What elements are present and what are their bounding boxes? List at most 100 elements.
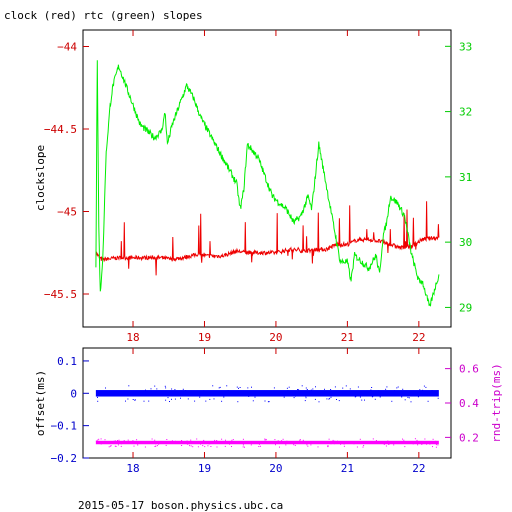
roundtrip-point: [286, 440, 288, 442]
roundtrip-point: [372, 438, 374, 440]
offset-point: [97, 400, 99, 402]
roundtrip-point: [179, 441, 181, 442]
offset-point: [297, 389, 299, 390]
roundtrip-point: [127, 439, 129, 441]
roundtrip-point: [120, 443, 122, 445]
roundtrip-point: [359, 438, 361, 440]
roundtrip-point: [385, 445, 387, 447]
offset-point: [385, 388, 387, 390]
footer-text: 2015-05-17 boson.physics.ubc.ca: [78, 499, 283, 512]
roundtrip-point: [186, 440, 188, 442]
offset-point: [349, 388, 351, 390]
offset-point: [143, 400, 145, 402]
roundtrip-point: [363, 445, 365, 447]
roundtrip-point: [229, 443, 231, 445]
offset-point: [314, 398, 316, 400]
roundtrip-point: [197, 446, 199, 448]
offset-point: [289, 394, 291, 396]
offset-point: [346, 393, 348, 395]
roundtrip-point: [188, 443, 190, 445]
offset-point: [185, 390, 187, 391]
offset-point: [205, 400, 207, 402]
offset-point: [407, 396, 409, 398]
roundtrip-point: [244, 446, 245, 448]
roundtrip-point: [264, 438, 266, 440]
offset-point: [338, 400, 340, 402]
roundtrip-point: [334, 440, 336, 442]
offset-point: [386, 395, 388, 397]
roundtrip-point: [375, 440, 377, 441]
roundtrip-point: [292, 441, 294, 443]
roundtrip-point: [132, 440, 134, 442]
roundtrip-point: [104, 439, 106, 441]
offset-point: [134, 399, 136, 401]
offset-point: [391, 400, 393, 402]
roundtrip-point: [271, 442, 272, 444]
roundtrip-point: [155, 445, 157, 447]
roundtrip-point: [327, 446, 329, 448]
roundtrip-point: [246, 441, 248, 443]
offset-point: [199, 392, 201, 394]
offset-point: [171, 398, 172, 400]
roundtrip-band: [95, 440, 439, 445]
roundtrip-point: [312, 441, 313, 443]
roundtrip-point: [113, 440, 115, 442]
roundtrip-point: [133, 445, 135, 447]
offset-point: [227, 390, 229, 392]
y-tick-right-label: 0.4: [459, 397, 479, 410]
offset-point: [212, 385, 214, 387]
offset-point: [228, 390, 230, 392]
roundtrip-point: [403, 439, 405, 441]
x-tick-label: 22: [412, 462, 425, 475]
roundtrip-point: [190, 439, 192, 441]
offset-point: [237, 401, 239, 403]
y-tick-label: −0.1: [51, 420, 78, 433]
offset-point: [294, 392, 296, 394]
roundtrip-point: [123, 440, 125, 442]
roundtrip-point: [158, 443, 160, 445]
roundtrip-point: [343, 443, 345, 445]
offset-point: [226, 385, 228, 387]
roundtrip-point: [243, 441, 245, 443]
offset-point: [345, 385, 347, 387]
offset-point: [306, 389, 308, 390]
offset-point: [298, 389, 300, 391]
offset-point: [158, 390, 160, 392]
offset-point: [322, 394, 324, 395]
roundtrip-point: [258, 446, 260, 447]
roundtrip-point: [136, 439, 138, 441]
roundtrip-point: [404, 446, 406, 448]
roundtrip-point: [254, 441, 256, 442]
roundtrip-point: [238, 441, 240, 443]
offset-point: [379, 396, 381, 398]
offset-band: [95, 390, 439, 397]
roundtrip-point: [289, 441, 291, 443]
offset-point: [401, 396, 403, 398]
x-tick-label: 21: [341, 331, 354, 344]
roundtrip-point: [429, 443, 431, 445]
roundtrip-point: [291, 442, 293, 444]
roundtrip-point: [204, 446, 206, 448]
offset-point: [283, 396, 285, 398]
roundtrip-point: [200, 443, 201, 445]
offset-point: [148, 400, 150, 402]
offset-point: [165, 399, 167, 401]
offset-point: [310, 389, 312, 391]
roundtrip-point: [242, 438, 244, 440]
offset-point: [202, 391, 203, 393]
roundtrip-point: [412, 443, 414, 445]
offset-point: [411, 393, 413, 395]
offset-point: [234, 393, 236, 395]
offset-point: [203, 390, 205, 392]
offset-point: [123, 394, 125, 396]
offset-point: [364, 399, 365, 401]
roundtrip-point: [207, 445, 209, 447]
roundtrip-point: [372, 441, 374, 443]
offset-point: [360, 392, 362, 394]
roundtrip-point: [265, 439, 267, 441]
roundtrip-point: [435, 446, 437, 448]
offset-point: [149, 392, 151, 394]
y-tick-label: −45: [57, 206, 77, 219]
y-tick-label: −44.5: [44, 123, 77, 136]
roundtrip-point: [383, 442, 385, 444]
